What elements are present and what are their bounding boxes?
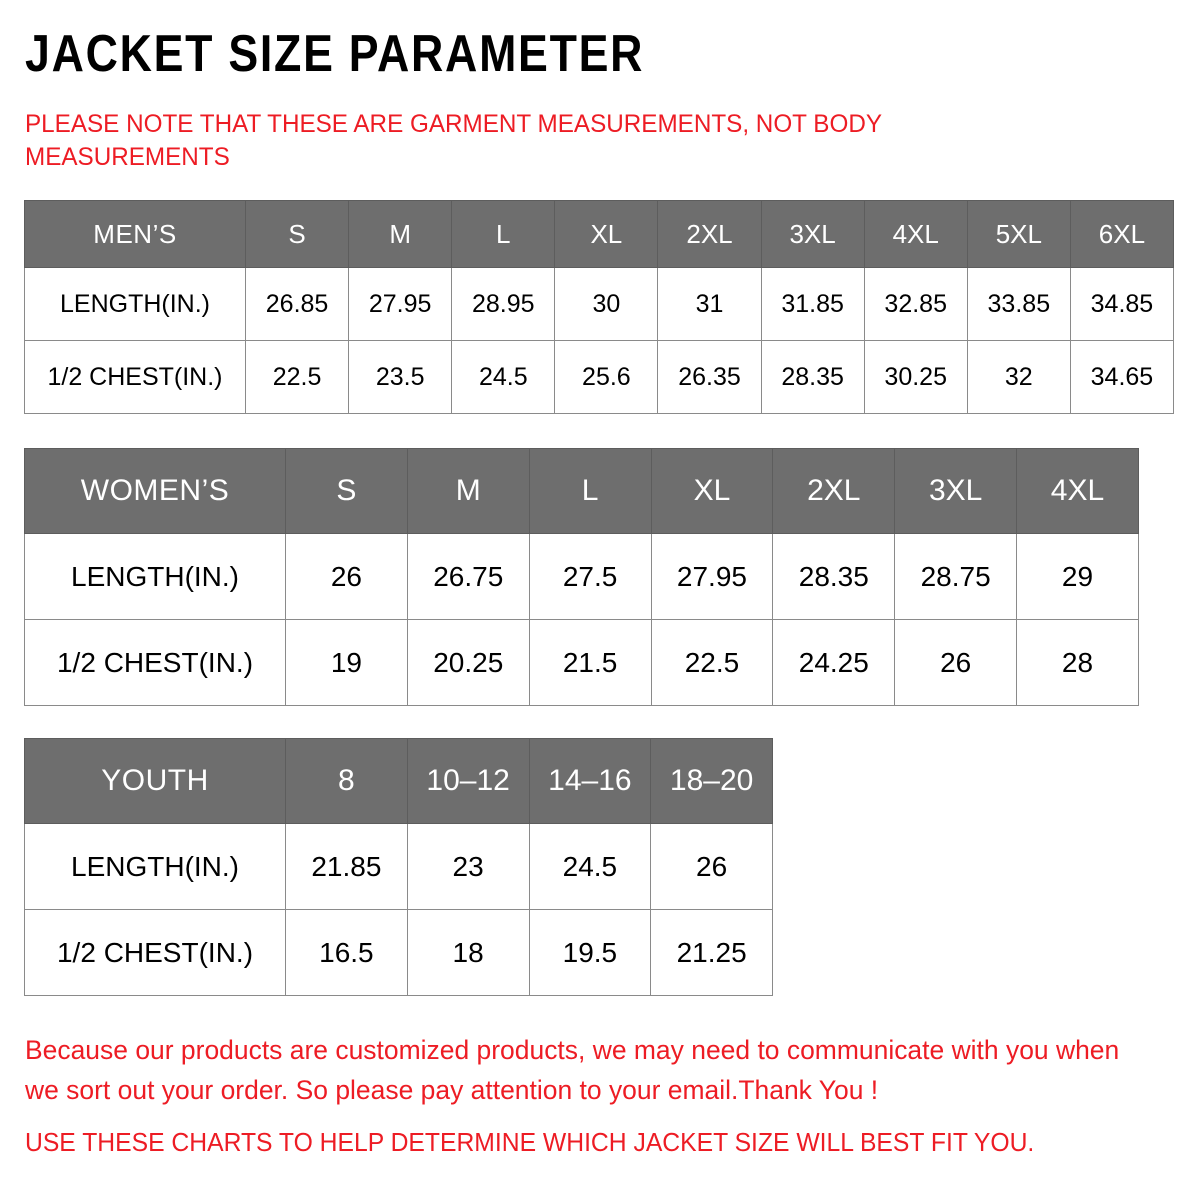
womens-column-header-xl: XL bbox=[650, 448, 774, 534]
youth-table-head: YOUTH 8 10–12 14–16 18–20 bbox=[24, 738, 773, 824]
womens-column-header-s: S bbox=[285, 448, 408, 534]
mens-measurement-cell: 32 bbox=[966, 340, 1071, 414]
customization-note: Because our products are customized prod… bbox=[25, 1035, 1120, 1105]
mens-column-header-m: M bbox=[348, 200, 453, 268]
youth-column-header-14-16: 14–16 bbox=[528, 738, 652, 824]
youth-measurement-cell: 26 bbox=[650, 823, 773, 910]
mens-measurement-cell: 26.85 bbox=[244, 267, 350, 341]
mens-measurement-cell: 24.5 bbox=[451, 340, 556, 414]
youth-measurement-cell: 16.5 bbox=[285, 909, 408, 996]
youth-table-body: LENGTH(IN.) 21.85 23 24.5 26 1/2 CHEST(IN.) 16… bbox=[24, 823, 773, 996]
womens-size-table: WOMEN’S S M L XL 2XL 3XL 4XL LENGTH(IN.) 26 26.7… bbox=[24, 448, 1139, 706]
mens-column-header-5xl: 5XL bbox=[966, 200, 1071, 268]
womens-measurement-cell: 26.75 bbox=[406, 533, 530, 620]
womens-column-header-4xl: 4XL bbox=[1016, 448, 1139, 534]
youth-measurement-cell: 23 bbox=[406, 823, 530, 910]
womens-row-label: 1/2 CHEST(IN.) bbox=[24, 619, 286, 706]
mens-measurement-cell: 34.85 bbox=[1069, 267, 1174, 341]
womens-column-header-l: L bbox=[528, 448, 652, 534]
mens-measurement-cell: 22.5 bbox=[244, 340, 350, 414]
table-row: 1/2 CHEST(IN.) 16.5 18 19.5 21.25 bbox=[24, 909, 773, 996]
mens-size-table: MEN’S S M L XL 2XL 3XL 4XL 5XL 6XL LENGTH(IN.) 26… bbox=[24, 200, 1174, 414]
womens-measurement-cell: 21.5 bbox=[528, 619, 652, 706]
mens-column-header-xl: XL bbox=[554, 200, 659, 268]
womens-measurement-cell: 28.75 bbox=[894, 533, 1018, 620]
mens-measurement-cell: 27.95 bbox=[348, 267, 453, 341]
youth-measurement-cell: 24.5 bbox=[528, 823, 652, 910]
mens-measurement-cell: 30 bbox=[554, 267, 659, 341]
womens-measurement-cell: 26 bbox=[285, 533, 408, 620]
mens-column-header-s: S bbox=[244, 200, 350, 268]
mens-table-body: LENGTH(IN.) 26.85 27.95 28.95 30 31 31.85 32.85… bbox=[24, 267, 1174, 414]
mens-column-header-3xl: 3XL bbox=[760, 200, 865, 268]
womens-measurement-cell: 28.35 bbox=[772, 533, 896, 620]
mens-measurement-cell: 28.95 bbox=[451, 267, 556, 341]
youth-measurement-cell: 19.5 bbox=[528, 909, 652, 996]
womens-row-label: LENGTH(IN.) bbox=[24, 533, 286, 620]
mens-measurement-cell: 33.85 bbox=[966, 267, 1071, 341]
mens-measurement-cell: 34.65 bbox=[1069, 340, 1174, 414]
womens-table-head: WOMEN’S S M L XL 2XL 3XL 4XL bbox=[24, 448, 1139, 534]
mens-measurement-cell: 25.6 bbox=[554, 340, 659, 414]
mens-column-header-4xl: 4XL bbox=[863, 200, 968, 268]
youth-measurement-cell: 18 bbox=[406, 909, 530, 996]
table-row: LENGTH(IN.) 21.85 23 24.5 26 bbox=[24, 823, 773, 910]
womens-header-label: WOMEN’S bbox=[24, 448, 286, 534]
usage-note: USE THESE CHARTS TO HELP DETERMINE WHICH… bbox=[25, 1127, 1035, 1157]
table-header-row: MEN’S S M L XL 2XL 3XL 4XL 5XL 6XL bbox=[24, 200, 1174, 268]
table-header-row: WOMEN’S S M L XL 2XL 3XL 4XL bbox=[24, 448, 1139, 534]
womens-column-header-2xl: 2XL bbox=[772, 448, 896, 534]
table-row: LENGTH(IN.) 26 26.75 27.5 27.95 28.35 28.75 29 bbox=[24, 533, 1139, 620]
mens-row-label: 1/2 CHEST(IN.) bbox=[24, 340, 246, 414]
mens-measurement-cell: 30.25 bbox=[863, 340, 968, 414]
mens-measurement-cell: 31 bbox=[657, 267, 762, 341]
womens-measurement-cell: 28 bbox=[1016, 619, 1139, 706]
womens-column-header-3xl: 3XL bbox=[894, 448, 1018, 534]
youth-row-label: LENGTH(IN.) bbox=[24, 823, 286, 910]
youth-column-header-10-12: 10–12 bbox=[406, 738, 530, 824]
garment-measurement-note: PLEASE NOTE THAT THESE ARE GARMENT MEASU… bbox=[25, 110, 882, 171]
womens-table-body: LENGTH(IN.) 26 26.75 27.5 27.95 28.35 28.75 29 1… bbox=[24, 533, 1139, 706]
womens-measurement-cell: 26 bbox=[894, 619, 1018, 706]
mens-measurement-cell: 23.5 bbox=[348, 340, 453, 414]
mens-table-head: MEN’S S M L XL 2XL 3XL 4XL 5XL 6XL bbox=[24, 200, 1174, 268]
youth-column-header-18-20: 18–20 bbox=[650, 738, 773, 824]
mens-column-header-l: L bbox=[451, 200, 556, 268]
mens-measurement-cell: 32.85 bbox=[863, 267, 968, 341]
page-title: JACKET SIZE PARAMETER bbox=[25, 25, 645, 83]
table-row: LENGTH(IN.) 26.85 27.95 28.95 30 31 31.85 32.85… bbox=[24, 267, 1174, 341]
youth-size-table: YOUTH 8 10–12 14–16 18–20 LENGTH(IN.) 21.85 2… bbox=[24, 738, 773, 996]
youth-measurement-cell: 21.25 bbox=[650, 909, 773, 996]
youth-column-header-8: 8 bbox=[285, 738, 408, 824]
womens-measurement-cell: 29 bbox=[1016, 533, 1139, 620]
womens-measurement-cell: 27.95 bbox=[650, 533, 774, 620]
mens-row-label: LENGTH(IN.) bbox=[24, 267, 246, 341]
womens-measurement-cell: 22.5 bbox=[650, 619, 774, 706]
womens-column-header-m: M bbox=[406, 448, 530, 534]
table-header-row: YOUTH 8 10–12 14–16 18–20 bbox=[24, 738, 773, 824]
womens-measurement-cell: 20.25 bbox=[406, 619, 530, 706]
youth-header-label: YOUTH bbox=[24, 738, 286, 824]
mens-measurement-cell: 26.35 bbox=[657, 340, 762, 414]
mens-header-label: MEN’S bbox=[24, 200, 246, 268]
youth-row-label: 1/2 CHEST(IN.) bbox=[24, 909, 286, 996]
table-row: 1/2 CHEST(IN.) 22.5 23.5 24.5 25.6 26.35 28.35… bbox=[24, 340, 1174, 414]
womens-measurement-cell: 24.25 bbox=[772, 619, 896, 706]
womens-measurement-cell: 19 bbox=[285, 619, 408, 706]
mens-column-header-2xl: 2XL bbox=[657, 200, 762, 268]
mens-measurement-cell: 28.35 bbox=[760, 340, 865, 414]
womens-measurement-cell: 27.5 bbox=[528, 533, 652, 620]
mens-column-header-6xl: 6XL bbox=[1069, 200, 1174, 268]
youth-measurement-cell: 21.85 bbox=[285, 823, 408, 910]
table-row: 1/2 CHEST(IN.) 19 20.25 21.5 22.5 24.25 26 28 bbox=[24, 619, 1139, 706]
mens-measurement-cell: 31.85 bbox=[760, 267, 865, 341]
